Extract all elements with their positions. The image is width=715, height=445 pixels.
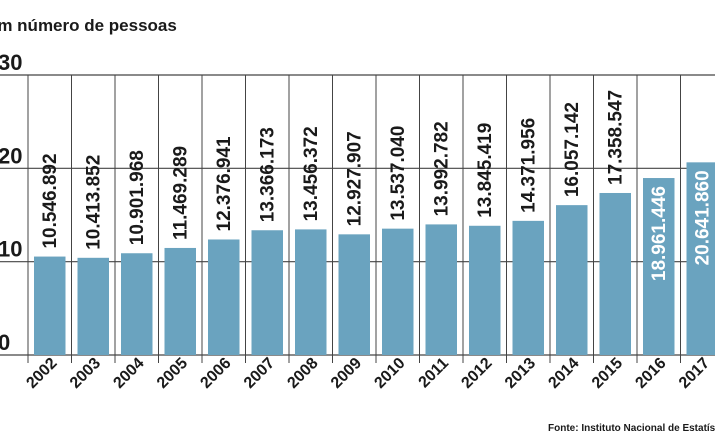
- x-tick-label-2012: 2012: [458, 355, 495, 392]
- y-tick-label: 10: [0, 237, 22, 262]
- bar-2005: [164, 247, 196, 355]
- bar-2010: [382, 228, 414, 355]
- x-tick-label-2013: 2013: [502, 355, 539, 392]
- bar-2013: [512, 220, 544, 355]
- value-label-2017: 20.641.860: [692, 170, 713, 265]
- x-tick-label-2011: 2011: [416, 355, 453, 392]
- y-tick-label: 30: [0, 50, 22, 75]
- x-tick-label-2008: 2008: [284, 355, 321, 392]
- x-axis-ticks: 2002 2003 2004 2005 2006 2007 2008 2009 2010 2011…: [23, 355, 713, 392]
- chart-subtitle: Em número de pessoas: [0, 16, 177, 35]
- value-label-2009: 12.927.907: [344, 131, 365, 226]
- value-label-2002: 10.546.892: [40, 153, 61, 248]
- value-label-2015: 17.358.547: [605, 90, 626, 185]
- value-label-2004: 10.901.968: [127, 150, 148, 245]
- value-label-2011: 13.992.782: [431, 121, 452, 216]
- value-label-2012: 13.845.419: [475, 123, 496, 218]
- x-tick-label-2014: 2014: [545, 355, 582, 392]
- x-tick-label-2009: 2009: [328, 355, 365, 392]
- y-tick-label: 20: [0, 143, 22, 168]
- bar-2004: [121, 253, 153, 355]
- bar-2003: [77, 257, 109, 355]
- value-labels: 10.546.892 10.413.852 10.901.968 11.469.289…: [40, 90, 714, 281]
- bar-2008: [295, 229, 327, 355]
- bars: [34, 162, 715, 355]
- x-tick-label-2006: 2006: [197, 355, 234, 392]
- y-tick-label: 0: [0, 330, 10, 355]
- bar-2016: [643, 178, 675, 355]
- x-tick-label-2003: 2003: [67, 355, 104, 392]
- bar-2011: [425, 224, 457, 355]
- x-tick-label-2015: 2015: [589, 355, 626, 392]
- bar-2012: [469, 225, 501, 355]
- bar-2006: [208, 239, 240, 355]
- y-axis-ticks: 0 10 20 30: [0, 50, 22, 355]
- x-tick-label-2007: 2007: [241, 355, 278, 392]
- value-label-2003: 10.413.852: [83, 155, 104, 250]
- value-label-2014: 16.057.142: [562, 102, 583, 197]
- x-tick-label-2005: 2005: [154, 355, 191, 392]
- bar-2002: [34, 256, 66, 355]
- bar-2007: [251, 230, 283, 355]
- value-label-2016: 18.961.446: [649, 186, 670, 281]
- x-tick-label-2017: 2017: [676, 355, 713, 392]
- value-label-2005: 11.469.289: [170, 146, 191, 240]
- value-label-2007: 13.366.173: [257, 127, 278, 222]
- x-tick-label-2004: 2004: [110, 355, 147, 392]
- bar-2015: [599, 192, 631, 355]
- value-label-2008: 13.456.372: [301, 126, 322, 221]
- x-tick-label-2010: 2010: [371, 355, 408, 392]
- bar-2014: [556, 205, 588, 355]
- x-tick-label-2016: 2016: [632, 355, 669, 392]
- value-label-2013: 14.371.956: [518, 118, 539, 213]
- grid-lines: [0, 74, 715, 363]
- chart-source: Fonte: Instituto Nacional de Estatística: [548, 423, 715, 434]
- bar-2009: [338, 234, 370, 355]
- value-label-2010: 13.537.040: [388, 126, 409, 221]
- value-label-2006: 12.376.941: [214, 136, 235, 232]
- bar-2017: [686, 162, 715, 355]
- x-tick-label-2002: 2002: [23, 355, 60, 392]
